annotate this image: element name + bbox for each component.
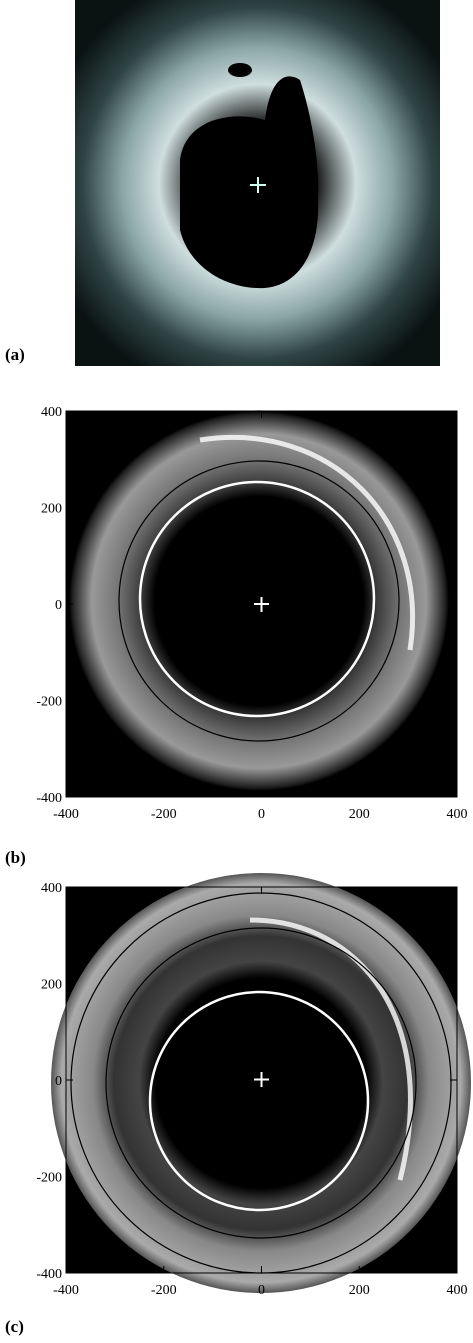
y-tick-label: 400 [41, 405, 62, 420]
x-tick-label: 400 [447, 807, 468, 822]
y-tick-label: 0 [55, 1074, 62, 1089]
panel-label: (b) [5, 848, 26, 867]
x-tick-label: 0 [258, 1283, 265, 1298]
x-tick-label: 200 [349, 807, 370, 822]
y-tick-label: 200 [41, 978, 62, 993]
x-tick-label: 400 [447, 1283, 468, 1298]
y-tick-label: -200 [36, 695, 62, 710]
panel-label: (c) [5, 1317, 24, 1336]
y-tick-label: -400 [36, 1267, 62, 1282]
panel-label: (a) [5, 345, 25, 364]
x-tick-label: 200 [349, 1283, 370, 1298]
x-tick-label: -400 [53, 1283, 79, 1298]
x-tick-label: -200 [151, 1283, 177, 1298]
y-tick-label: 0 [55, 598, 62, 613]
panel-c-image [51, 873, 471, 1293]
y-tick-label: -200 [36, 1171, 62, 1186]
y-tick-label: 200 [41, 502, 62, 517]
x-tick-label: -200 [151, 807, 177, 822]
panel-a-image [75, 0, 440, 366]
x-tick-label: 0 [258, 807, 265, 822]
y-tick-label: 400 [41, 881, 62, 896]
x-tick-label: -400 [53, 807, 79, 822]
panel-b-image [66, 410, 457, 797]
y-tick-label: -400 [36, 791, 62, 806]
